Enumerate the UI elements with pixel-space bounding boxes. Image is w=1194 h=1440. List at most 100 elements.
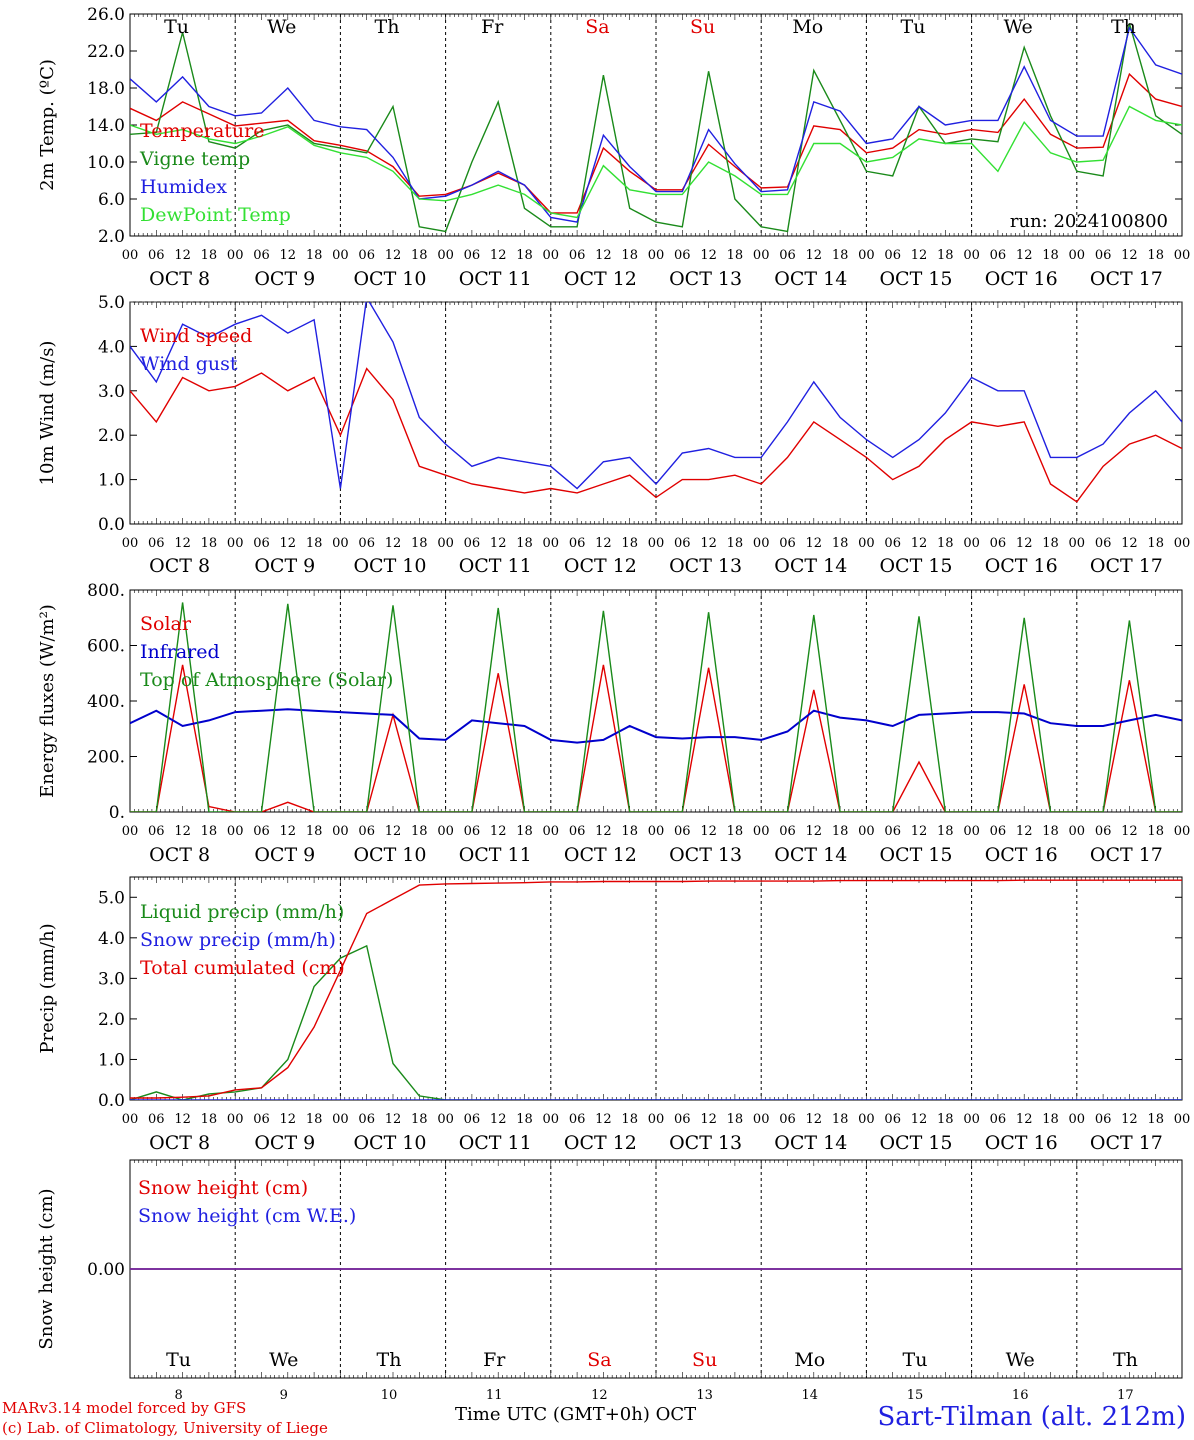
hour-tick-label: 12 (174, 248, 191, 263)
date-label: OCT 10 (353, 1132, 426, 1154)
hour-tick-label: 00 (963, 824, 980, 839)
series-line-dewpoint-temp (130, 105, 1182, 219)
series-line-temperature (130, 72, 1182, 214)
legend-entry: Top of Atmosphere (Solar) (140, 669, 393, 691)
panel-4: 0.00 Snow height (cm) Snow height (cm) Snow… (36, 1159, 1183, 1403)
y-axis-label: Precip (mm/h) (37, 923, 58, 1053)
date-label: OCT 16 (985, 555, 1058, 577)
hour-tick-label: 06 (253, 824, 270, 839)
hour-tick-label: 06 (779, 536, 796, 551)
hour-tick-label: 00 (122, 1112, 139, 1127)
date-label: OCT 14 (774, 555, 847, 577)
hour-tick-label: 00 (858, 536, 875, 551)
hour-tick-label: 00 (1174, 824, 1191, 839)
hour-tick-label: 00 (1174, 1112, 1191, 1127)
hour-tick-label: 18 (516, 536, 533, 551)
hour-tick-label: 12 (490, 248, 507, 263)
y-tick-label: 26.0 (87, 5, 125, 25)
date-label: OCT 17 (1090, 555, 1163, 577)
hour-tick-label: 06 (990, 1112, 1007, 1127)
hour-tick-label: 00 (1069, 248, 1086, 263)
y-tick-label: 4.0 (98, 929, 125, 949)
hour-tick-label: 00 (648, 536, 665, 551)
hour-tick-label: 12 (911, 824, 928, 839)
hour-tick-label: 12 (806, 536, 823, 551)
y-tick-label: 4.0 (98, 337, 125, 357)
hour-tick-label: 06 (990, 536, 1007, 551)
hour-tick-label: 12 (911, 536, 928, 551)
hour-tick-label: 00 (1069, 824, 1086, 839)
panel-3: 0.0 1.0 2.0 3.0 4.0 5.0 Precip (mm/h) Liquid pr… (37, 876, 1191, 1154)
hour-tick-label: 06 (674, 1112, 691, 1127)
y-tick-label: 800. (87, 581, 125, 601)
hour-tick-label: 00 (648, 1112, 665, 1127)
hour-tick-label: 12 (490, 824, 507, 839)
hour-tick-label: 18 (411, 1112, 428, 1127)
y-axis-label: Energy fluxes (W/m²) (37, 604, 58, 798)
y-tick-label: 0.00 (87, 1260, 125, 1280)
hour-tick-label: 12 (1016, 248, 1033, 263)
hour-tick-label: 18 (411, 536, 428, 551)
hour-tick-label: 00 (437, 1112, 454, 1127)
y-tick-label: 5.0 (98, 888, 125, 908)
series-line-infrared (130, 708, 1182, 744)
date-label: OCT 10 (353, 268, 426, 290)
hour-tick-label: 12 (280, 1112, 297, 1127)
hour-tick-label: 00 (1069, 1112, 1086, 1127)
hour-tick-label: 00 (963, 1112, 980, 1127)
hour-tick-label: 18 (516, 248, 533, 263)
y-tick-label: 6.0 (98, 190, 125, 210)
hour-tick-label: 12 (595, 1112, 612, 1127)
hour-tick-label: 12 (911, 1112, 928, 1127)
hour-tick-label: 18 (1147, 248, 1164, 263)
y-tick-label: 0.0 (98, 515, 125, 535)
hour-tick-label: 06 (779, 1112, 796, 1127)
hour-tick-label: 06 (884, 1112, 901, 1127)
hour-tick-label: 00 (753, 536, 770, 551)
hour-tick-label: 12 (700, 536, 717, 551)
hour-tick-label: 06 (1095, 1112, 1112, 1127)
hour-tick-label: 06 (779, 824, 796, 839)
hour-tick-label: 06 (464, 536, 481, 551)
hour-tick-label: 06 (569, 824, 586, 839)
day-number: 15 (907, 1388, 924, 1403)
hour-tick-label: 00 (227, 536, 244, 551)
hour-tick-label: 12 (385, 824, 402, 839)
weekday-label: Th (1113, 1349, 1138, 1371)
hour-tick-label: 00 (122, 536, 139, 551)
hour-tick-label: 06 (569, 536, 586, 551)
hour-tick-label: 06 (1095, 248, 1112, 263)
date-label: OCT 8 (149, 1132, 210, 1154)
hour-tick-label: 18 (937, 824, 954, 839)
hour-tick-label: 18 (937, 1112, 954, 1127)
weekday-label: Fr (483, 1349, 506, 1371)
hour-tick-label: 00 (1174, 536, 1191, 551)
date-label: OCT 16 (985, 268, 1058, 290)
panel-0: 2.0 6.0 10.0 14.0 18.0 22.0 26.0 2m Temp. (ºC) T… (37, 5, 1190, 290)
hour-tick-label: 00 (332, 824, 349, 839)
y-tick-label: 400. (87, 692, 125, 712)
hour-tick-label: 18 (1042, 824, 1059, 839)
weekday-label: We (1006, 1349, 1035, 1371)
series-line-vigne-temp (130, 23, 1182, 233)
hour-tick-label: 18 (727, 536, 744, 551)
hour-tick-label: 18 (832, 248, 849, 263)
hour-tick-label: 00 (227, 824, 244, 839)
date-label: OCT 16 (985, 844, 1058, 866)
date-label: OCT 8 (149, 268, 210, 290)
hour-tick-label: 00 (963, 536, 980, 551)
hour-tick-label: 00 (437, 536, 454, 551)
y-axis-label: 2m Temp. (ºC) (37, 59, 58, 191)
day-number: 14 (802, 1388, 819, 1403)
legend-entry: Wind gust (140, 353, 238, 375)
hour-tick-label: 18 (411, 824, 428, 839)
weekday-label: Sa (585, 16, 609, 38)
date-label: OCT 12 (564, 268, 637, 290)
hour-tick-label: 12 (700, 248, 717, 263)
hour-tick-label: 06 (1095, 824, 1112, 839)
hour-tick-label: 18 (621, 536, 638, 551)
weekday-label: Su (690, 16, 715, 38)
hour-tick-label: 18 (832, 1112, 849, 1127)
hour-tick-label: 00 (648, 824, 665, 839)
